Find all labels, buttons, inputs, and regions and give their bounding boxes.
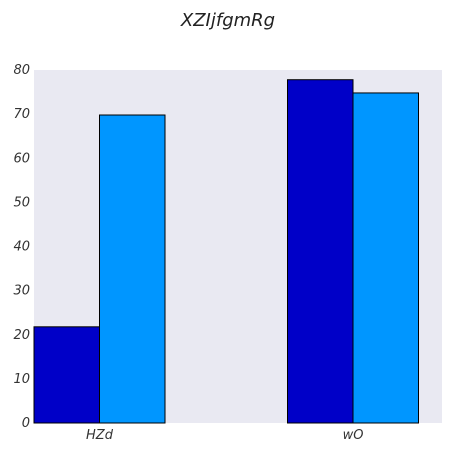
x-axis: HZd wO: [86, 428, 363, 443]
y-axis: 0 10 20 30 40 50 60 70 80: [13, 63, 30, 431]
x-tick-label: wO: [343, 428, 364, 443]
chart-title: XZIjfgmRg: [180, 10, 276, 31]
y-tick-label: 80: [13, 63, 30, 78]
x-tick-label: HZd: [86, 428, 114, 443]
bar-wo-series-2: [352, 92, 419, 424]
y-tick-label: 20: [13, 328, 30, 343]
y-tick-label: 10: [13, 372, 30, 387]
y-tick-label: 70: [13, 107, 30, 122]
y-tick-label: 50: [13, 195, 30, 210]
bar-hzd-series-1: [33, 326, 100, 424]
y-tick-label: 40: [13, 240, 30, 255]
y-tick-label: 30: [13, 284, 30, 299]
y-tick-label: 60: [13, 151, 30, 166]
y-tick-label: 0: [22, 416, 30, 431]
bar-hzd-series-2: [99, 114, 166, 424]
bar-wo-series-1: [287, 79, 354, 424]
bars-group: [33, 79, 419, 424]
